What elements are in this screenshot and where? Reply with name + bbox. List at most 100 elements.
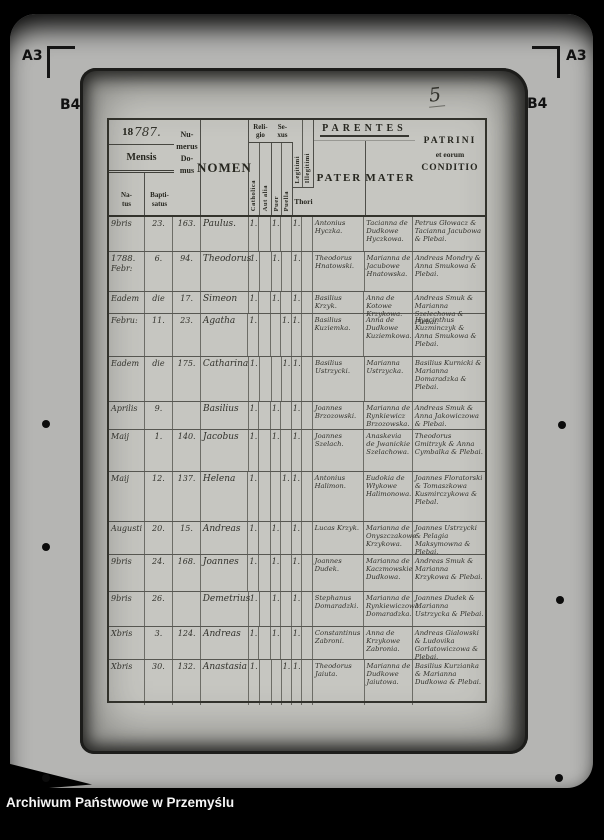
cell-domus: 132. (173, 660, 201, 705)
cell-patrini: Hyacinthus Kuzminczyk & Anna Smukowa & P… (414, 316, 477, 349)
punch-hole (42, 774, 50, 782)
cell-patrini: Petrus Głowacz & Tacianna Jacubowa & Ple… (414, 219, 482, 244)
cell-natus: Maij (109, 472, 145, 521)
cell-catholica: 1. (249, 217, 260, 251)
cell-pater: Joannes Dudek. (313, 555, 364, 591)
cell-illegitimi (302, 357, 314, 401)
cell-aut-alia (259, 402, 272, 429)
cell-puer (271, 472, 281, 521)
cell-legitimi: 1. (292, 252, 303, 291)
cell-domus: 94. (173, 252, 201, 291)
table-row: 9bris 26. Demetrius 1. 1. 1. Stephanus D… (109, 592, 485, 627)
cell-aut-alia (260, 592, 272, 626)
cell-illegitimi (302, 430, 313, 471)
cell-aut-alia (259, 555, 272, 591)
header-puer: Puer (272, 143, 282, 215)
cell-pater: Constantinus Zabroni. (313, 627, 365, 659)
cell-patrini: Andreas Smuk & Anna Jakowiczowa & Plebai… (414, 404, 479, 429)
cell-domus: 23. (173, 314, 201, 356)
table-row: Febru: 11. 23. Agatha 1. 1. 1. Basilius … (109, 314, 485, 357)
table-row: 1788. Febr: 6. 94. Theodorus 1. 1. 1. Th… (109, 252, 485, 292)
cell-catholica: 1. (249, 592, 260, 626)
punch-hole (558, 421, 566, 429)
cell-nomen: Anastasia (201, 660, 249, 705)
cell-natus: 9bris (109, 555, 145, 591)
cell-illegitimi (302, 402, 313, 429)
header-group-parentes: PARENTES PATER MATER (313, 120, 415, 215)
cell-legitimi: 1. (292, 402, 302, 429)
cell-patrini: Theodorus Gmitrzyk & Anna Cymbalka & Ple… (414, 432, 483, 457)
cell-baptisatus: die (145, 357, 174, 401)
cell-puella (281, 430, 293, 471)
cell-baptisatus: 20. (145, 522, 174, 554)
header-group-sexus: Se-xus Puer Puella (271, 120, 293, 215)
cell-patrini: Andreas Smuk & Marianna Szelechowa & Ple… (414, 294, 474, 327)
cell-nomen: Joannes (201, 555, 249, 591)
cell-puer (272, 357, 282, 401)
cell-puer: 1. (271, 430, 282, 471)
cell-natus: Eadem (109, 292, 145, 313)
cell-legitimi: 1. (292, 357, 303, 401)
cell-legitimi: 1. (292, 555, 302, 591)
cell-nomen: Agatha (201, 314, 249, 356)
punch-hole (42, 420, 50, 428)
a3-mark-label-left: A3 (22, 48, 43, 64)
cell-nomen: Andreas (201, 627, 249, 659)
cell-mater: Marianna de Dudkowe Jaiutowa. (365, 660, 413, 705)
cell-illegitimi (302, 627, 313, 659)
cell-nomen: Simeon (201, 292, 249, 313)
cell-baptisatus: 26. (145, 592, 174, 626)
cell-puella (282, 252, 293, 291)
cell-natus: 9bris (109, 592, 145, 626)
cell-baptisatus: 30. (145, 660, 174, 705)
cell-baptisatus: 12. (145, 472, 174, 521)
cell-catholica: 1. (249, 430, 260, 471)
cell-pater: Basilius Ustrzycki. (313, 357, 365, 401)
cell-illegitimi (302, 252, 314, 291)
cell-legitimi: 1. (292, 592, 302, 626)
header-aut-alia: Aut alia (260, 143, 272, 215)
cell-pater: Antonius Halimon. (313, 472, 364, 521)
cell-mater: Marianna de Rynkiewiczowa Domaradzka. (364, 592, 419, 626)
cell-puella (281, 292, 293, 313)
cell-baptisatus: 3. (145, 627, 174, 659)
cell-natus: Augusti (109, 522, 145, 554)
table-header: 18 787. Mensis Na-tus Bapti-satus Nu- mer… (109, 120, 485, 217)
cell-catholica: 1. (249, 660, 260, 705)
cell-domus: 163. (173, 217, 202, 251)
cell-puer: 1. (271, 217, 282, 251)
cell-domus: 175. (173, 357, 201, 401)
table-row: Augusti 20. 15. Andreas 1. 1. 1. Lucas K… (109, 522, 485, 556)
cell-nomen: Basilius (201, 402, 249, 429)
cell-puer: 1. (271, 555, 281, 591)
header-pater: PATER (314, 141, 366, 215)
cell-catholica: 1. (248, 472, 260, 521)
baptism-register-table: 18 787. Mensis Na-tus Bapti-satus Nu- mer… (107, 118, 487, 705)
cell-illegitimi (302, 217, 313, 251)
cell-baptisatus: 23. (145, 217, 174, 251)
cell-legitimi: 1. (292, 430, 302, 471)
cell-nomen: Jacobus (201, 430, 249, 471)
table-row: 9bris 23. 163. Paulus. 1. 1. 1. Antonius… (109, 217, 485, 252)
cell-puer: 1. (272, 252, 282, 291)
cell-patrini: Andreas Gialowski & Ludovika Gorlatowicz… (414, 629, 479, 662)
table-row: Xbris 3. 124. Andreas 1. 1. 1. Constanti… (109, 627, 485, 662)
cell-pater: Theodorus Jaiuta. (313, 660, 365, 705)
header-religio: Reli-gio (248, 120, 272, 143)
cell-domus: 124. (173, 627, 202, 659)
table-row: Maij 1. 140. Jacobus 1. 1. 1. Joannes Sz… (109, 430, 485, 472)
cell-mater: Anna de Krzykowe Zabronia. (364, 627, 413, 659)
cell-puella (281, 217, 293, 251)
cell-puer: 1. (271, 592, 282, 626)
cell-aut-alia (259, 314, 272, 356)
cell-nomen: Catharina (201, 357, 249, 401)
cell-catholica: 1. (249, 292, 260, 313)
cell-catholica: 1. (248, 314, 260, 356)
cell-catholica: 1. (248, 522, 260, 554)
cell-natus: Xbris (109, 627, 145, 659)
punch-hole (556, 596, 564, 604)
b4-mark-label-left: B4 (60, 97, 81, 113)
cell-legitimi: 1. (292, 217, 302, 251)
cell-nomen: Andreas (201, 522, 249, 554)
cell-aut-alia (259, 217, 272, 251)
